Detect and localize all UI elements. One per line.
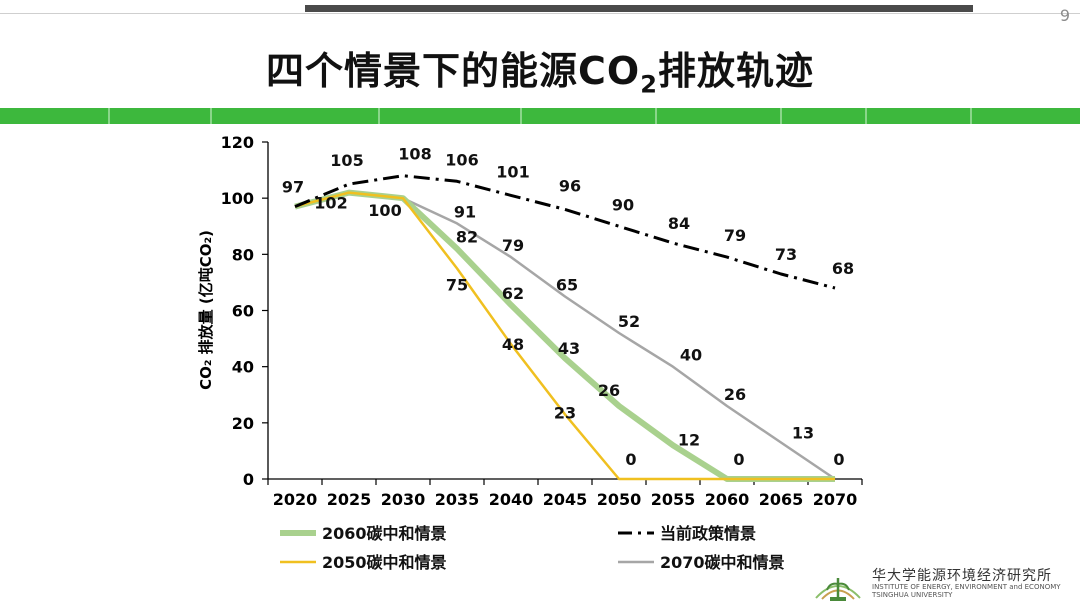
data-label: 26 (724, 385, 746, 404)
y-tick-label: 120 (221, 133, 254, 152)
x-tick-label: 2045 (543, 490, 588, 509)
data-label: 82 (456, 228, 478, 247)
x-tick-label: 2060 (705, 490, 750, 509)
chart-legend: 2060碳中和情景 当前政策情景 2050碳中和情景 2070碳中和情景 (280, 524, 785, 572)
institute-name-en-line2: TSINGHUA UNIVERSITY (872, 591, 953, 599)
y-tick-label: 60 (232, 302, 254, 321)
data-label: 0 (833, 450, 844, 469)
band-separator (970, 108, 972, 124)
data-label: 90 (612, 195, 634, 214)
title-underline-band (0, 108, 1080, 124)
data-label: 23 (554, 403, 576, 422)
data-label: 84 (668, 214, 690, 233)
data-label: 79 (724, 226, 746, 245)
legend-label-s2050: 2050碳中和情景 (322, 553, 447, 572)
data-label: 79 (502, 236, 524, 255)
y-tick-label: 100 (221, 189, 254, 208)
legend-label-s2060: 2060碳中和情景 (322, 524, 447, 543)
data-label: 108 (398, 145, 431, 164)
data-label: 52 (618, 312, 640, 331)
institute-name-en: INSTITUTE OF ENERGY, ENVIRONMENT and ECO… (872, 583, 1061, 599)
data-label: 48 (502, 335, 524, 354)
series-line-s2070 (294, 191, 836, 481)
title-subscript: 2 (640, 70, 658, 99)
y-tick-label: 40 (232, 358, 254, 377)
top-rule (305, 5, 973, 12)
band-separator (378, 108, 380, 124)
data-label: 106 (445, 150, 478, 169)
data-label: 12 (678, 430, 700, 449)
band-separator (108, 108, 110, 124)
title-main: 四个情景下的能源CO (266, 49, 641, 93)
band-separator (780, 108, 782, 124)
x-tick-label: 2055 (651, 490, 696, 509)
data-label: 96 (559, 176, 581, 195)
slide-title: 四个情景下的能源CO2排放轨迹 (0, 40, 1080, 99)
top-divider (0, 13, 1080, 14)
title-tail: 排放轨迹 (657, 49, 814, 93)
series-line-s2050 (294, 191, 835, 481)
page-number: 9 (1059, 6, 1070, 25)
y-tick-label: 20 (232, 414, 254, 433)
institute-logo (812, 572, 864, 602)
series-line-s2060 (294, 189, 835, 482)
data-label: 75 (446, 275, 468, 294)
data-label: 0 (625, 450, 636, 469)
y-tick-label: 0 (243, 470, 254, 489)
legend-label-current: 当前政策情景 (660, 524, 756, 543)
x-tick-label: 2035 (435, 490, 480, 509)
x-tick-label: 2070 (813, 490, 858, 509)
y-axis-label: CO₂ 排放量 (亿吨CO₂) (197, 230, 215, 390)
x-tick-label: 2020 (273, 490, 318, 509)
x-tick-label: 2025 (327, 490, 372, 509)
data-label: 43 (558, 339, 580, 358)
x-tick-label: 2040 (489, 490, 534, 509)
data-label: 26 (598, 381, 620, 400)
data-label: 105 (330, 151, 363, 170)
x-tick-label: 2050 (597, 490, 642, 509)
y-tick-label: 80 (232, 245, 254, 264)
legend-label-s2070: 2070碳中和情景 (660, 553, 785, 572)
institute-name-cn: 华大学能源环境经济研究所 (872, 568, 1052, 584)
data-label: 65 (556, 275, 578, 294)
band-separator (520, 108, 522, 124)
institute-name-en-line1: INSTITUTE OF ENERGY, ENVIRONMENT and ECO… (872, 583, 1061, 591)
x-tick-label: 2030 (381, 490, 426, 509)
data-label: 97 (282, 178, 304, 197)
data-label: 102 (314, 194, 347, 213)
data-label: 62 (502, 284, 524, 303)
data-label: 100 (368, 201, 401, 220)
series-line-current (294, 174, 836, 290)
data-label: 13 (792, 423, 814, 442)
data-label: 101 (496, 162, 529, 181)
data-label: 91 (454, 202, 476, 221)
band-separator (655, 108, 657, 124)
data-label: 73 (775, 245, 797, 264)
band-separator (210, 108, 212, 124)
band-separator (865, 108, 867, 124)
x-tick-label: 2065 (759, 490, 804, 509)
data-label: 0 (733, 450, 744, 469)
data-label: 68 (832, 259, 854, 278)
data-label: 40 (680, 346, 702, 365)
